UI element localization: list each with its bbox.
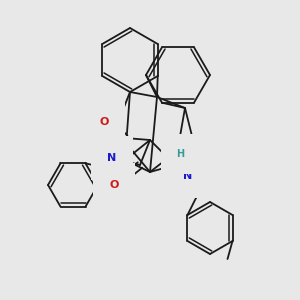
- Text: H: H: [176, 149, 184, 159]
- Text: N: N: [107, 153, 117, 163]
- Text: N: N: [183, 171, 193, 181]
- Text: O: O: [99, 117, 109, 127]
- Text: O: O: [109, 180, 119, 190]
